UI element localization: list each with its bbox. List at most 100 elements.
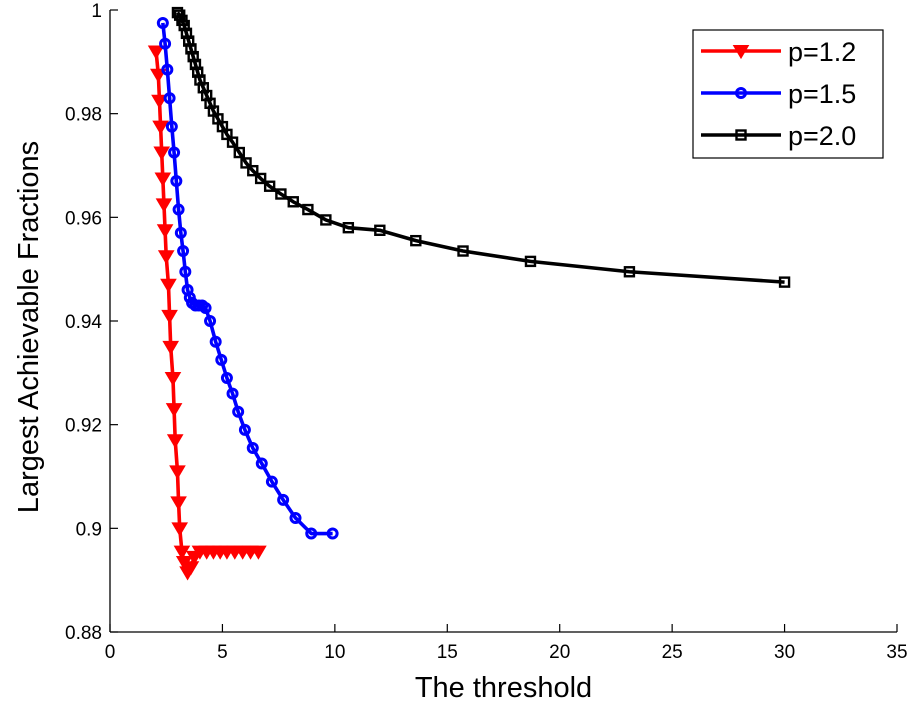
x-tick-label: 5: [217, 642, 228, 663]
y-tick-label: 0.94: [65, 312, 102, 333]
legend: p=1.2 p=1.5 p=2.0: [692, 29, 884, 159]
data-point: [247, 164, 259, 177]
data-point: [169, 465, 186, 480]
legend-label: p=1.5: [788, 79, 856, 109]
data-point: [275, 188, 287, 200]
data-point: [172, 203, 185, 216]
data-point: [342, 221, 355, 234]
data-point: [152, 120, 169, 135]
data-point: [182, 35, 195, 47]
series-p=1.2: [147, 45, 267, 581]
x-tick-label: 20: [549, 642, 570, 663]
y-tick-label: 1: [91, 1, 102, 22]
series-p=2.0: [171, 6, 791, 288]
data-point: [250, 545, 267, 560]
data-point: [166, 434, 184, 449]
data-point: [147, 45, 165, 60]
data-point: [287, 196, 299, 208]
y-tick-label: 0.92: [65, 416, 102, 437]
data-point: [265, 475, 278, 488]
x-tick-label: 0: [105, 642, 116, 663]
x-tick-label: 30: [774, 642, 795, 663]
data-point: [305, 527, 318, 540]
axes: 0 5 10 15 20 25 30 35 0.88 0.9 0.92 0.94 0.96 0.98 1: [65, 1, 908, 663]
legend-item: p=1.2: [701, 37, 856, 67]
data-point: [155, 198, 173, 213]
data-point: [179, 265, 192, 278]
legend-item: p=2.0: [701, 121, 856, 151]
legend-swatch-marker: [735, 129, 747, 141]
data-point: [524, 255, 537, 268]
legend-label: p=2.0: [788, 121, 856, 151]
x-tick-label: 10: [324, 642, 345, 663]
data-point: [623, 266, 636, 278]
y-axis-label: Largest Achievable Fractions: [13, 141, 45, 513]
data-point: [209, 335, 222, 348]
data-point: [255, 457, 268, 470]
x-axis-label: The threshold: [415, 672, 592, 704]
x-tick-label: 15: [437, 642, 458, 663]
data-point: [277, 493, 290, 506]
data-point: [177, 245, 190, 258]
data-point: [232, 405, 245, 418]
data-point: [173, 545, 191, 560]
data-point: [215, 353, 228, 366]
legend-item: p=1.5: [701, 79, 856, 109]
data-point: [157, 250, 175, 265]
data-point: [170, 496, 187, 511]
data-point: [189, 58, 202, 71]
data-point: [199, 302, 212, 315]
data-point: [170, 175, 183, 188]
data-point: [457, 245, 469, 257]
legend-swatch-marker: [732, 45, 750, 60]
data-point: [156, 224, 174, 239]
data-point: [226, 387, 239, 400]
data-point: [204, 315, 217, 327]
data-point: [161, 309, 178, 324]
data-point: [289, 511, 302, 524]
data-point: [159, 37, 172, 50]
data-point: [326, 527, 339, 540]
data-point: [263, 180, 276, 192]
x-tick-label: 25: [662, 642, 683, 663]
y-tick-label: 0.98: [65, 105, 102, 126]
data-point: [187, 50, 199, 63]
data-point: [150, 68, 167, 83]
data-point: [164, 372, 182, 387]
data-point: [191, 66, 204, 78]
series-p=1.5: [156, 16, 339, 540]
data-point: [151, 94, 168, 109]
series-line: [161, 22, 333, 536]
data-point: [233, 146, 245, 159]
data-point: [374, 224, 386, 236]
y-tick-label: 0.88: [65, 623, 102, 644]
data-point: [320, 214, 332, 226]
data-point: [153, 146, 171, 161]
data-point: [182, 561, 200, 576]
data-point: [171, 522, 189, 537]
y-tick-label: 0.96: [65, 208, 102, 229]
data-point: [160, 278, 177, 293]
data-point: [165, 403, 183, 418]
data-point: [161, 63, 174, 76]
data-point: [226, 136, 239, 148]
legend-swatch-marker: [735, 87, 747, 99]
data-point: [168, 146, 181, 159]
data-point: [238, 423, 251, 436]
x-tick-label: 35: [886, 642, 907, 663]
data-point: [778, 276, 791, 288]
data-point: [254, 172, 267, 185]
data-point: [162, 340, 180, 356]
series-layer: [147, 6, 791, 581]
data-point: [246, 441, 259, 454]
data-point: [154, 172, 172, 187]
data-point: [165, 120, 178, 133]
data-point: [156, 16, 169, 29]
data-point: [220, 372, 233, 385]
data-point: [174, 226, 187, 239]
data-point: [180, 27, 193, 40]
data-point: [185, 43, 197, 55]
data-point: [302, 203, 314, 216]
data-point: [410, 234, 422, 247]
